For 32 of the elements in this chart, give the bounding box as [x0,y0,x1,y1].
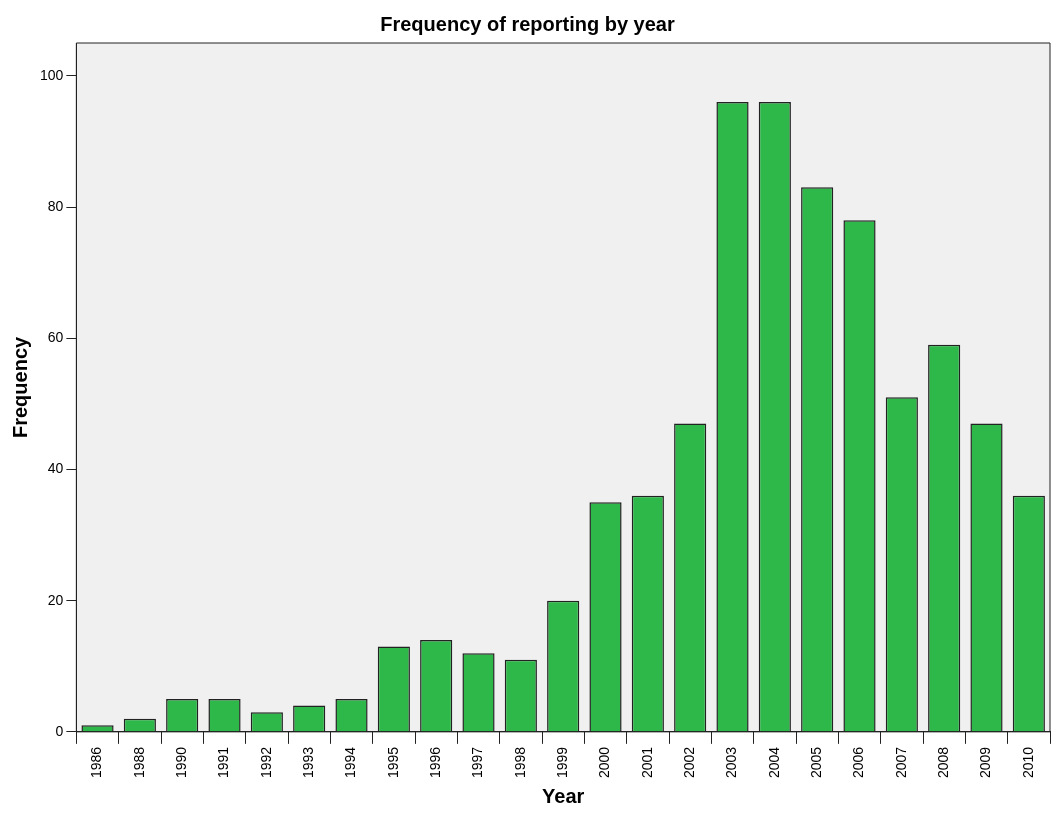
y-tick-label: 80 [47,197,64,214]
x-tick-label: 1995 [384,746,401,779]
x-tick-label: 2006 [850,746,867,779]
x-tick-label: 2008 [935,746,952,779]
x-tick-label: 2001 [638,746,655,779]
chart-title: Frequency of reporting by year [380,12,675,35]
x-tick-label: 1991 [215,746,232,779]
x-tick-label: 1998 [511,746,528,779]
y-tick-label: 40 [47,460,64,477]
x-tick-label: 1992 [257,746,274,779]
x-tick-label: 1999 [554,746,571,779]
y-tick-label: 0 [55,722,64,739]
x-tick-label: 2010 [1019,746,1036,779]
y-axis-title: Frequency [8,335,31,439]
x-tick-label: 2004 [765,746,782,779]
x-tick-label: 1988 [130,746,147,779]
x-tick-label: 1990 [173,746,190,779]
y-tick-label: 60 [47,329,64,346]
x-tick-label: 2009 [977,746,994,779]
x-tick-label: 2005 [808,746,825,779]
x-tick-label: 2002 [681,746,698,779]
x-tick-label: 2007 [892,746,909,779]
y-tick-label: 20 [47,591,64,608]
x-tick-label: 1997 [469,746,486,779]
x-tick-label: 1986 [88,746,105,779]
y-tick-label: 100 [40,66,64,83]
x-tick-label: 1994 [342,746,359,779]
x-tick-label: 2000 [596,746,613,779]
x-axis-title: Year [542,784,585,807]
x-tick-label: 1996 [427,746,444,779]
x-tick-label: 2003 [723,746,740,779]
x-tick-label: 1993 [300,746,317,779]
